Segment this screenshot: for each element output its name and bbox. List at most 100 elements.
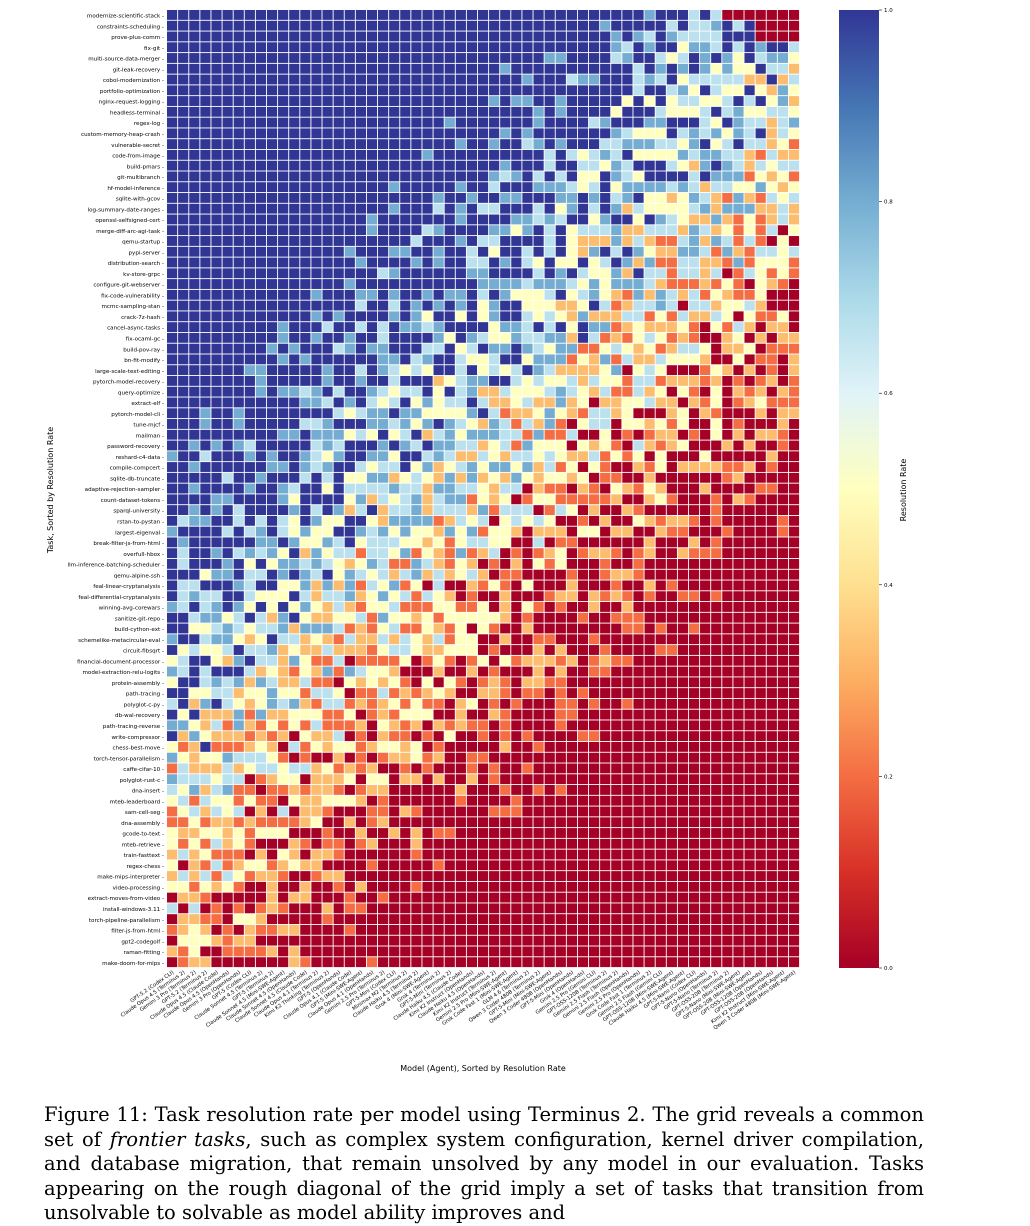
heatmap-cell [333, 795, 344, 806]
heatmap-cell [522, 311, 533, 322]
heatmap-cell [389, 591, 400, 602]
heatmap-cell [255, 74, 267, 85]
heatmap-cell [400, 860, 411, 871]
heatmap-cell [744, 795, 755, 806]
heatmap-cell [611, 332, 622, 343]
heatmap-cell [389, 515, 400, 526]
heatmap-cell [278, 268, 289, 279]
heatmap-cell [278, 871, 289, 881]
heatmap-cell [489, 860, 500, 871]
heatmap-cell [411, 817, 422, 828]
heatmap-cell [477, 806, 489, 817]
heatmap-cell [333, 580, 344, 591]
heatmap-cell [600, 31, 611, 42]
heatmap-cell [688, 655, 700, 666]
heatmap-cell [477, 429, 489, 440]
heatmap-cell [389, 548, 400, 559]
heatmap-cell [589, 903, 600, 914]
heatmap-cell [344, 741, 355, 752]
heatmap-cell [366, 741, 378, 752]
heatmap-cell [577, 139, 589, 150]
heatmap-cell [611, 236, 622, 246]
heatmap-cell [366, 591, 378, 602]
heatmap-cell [722, 591, 733, 602]
heatmap-cell [522, 763, 533, 774]
heatmap-cell [533, 386, 544, 397]
heatmap-cell [178, 591, 189, 602]
heatmap-cell [200, 375, 211, 386]
heatmap-cell [366, 343, 378, 354]
heatmap-cell [533, 591, 544, 602]
heatmap-cell [233, 795, 244, 806]
heatmap-cell [644, 160, 655, 171]
heatmap-cell [611, 731, 622, 742]
heatmap-cell [777, 386, 788, 397]
heatmap-cell [500, 914, 511, 925]
heatmap-cell [189, 892, 200, 903]
heatmap-cell [577, 214, 589, 225]
heatmap-cell [477, 903, 489, 914]
heatmap-cell [733, 548, 744, 559]
heatmap-cell [622, 182, 633, 193]
heatmap-cell [566, 74, 577, 85]
heatmap-cell [244, 117, 255, 128]
heatmap-cell [178, 106, 189, 117]
heatmap-cell [244, 289, 255, 300]
heatmap-cell [289, 634, 300, 645]
heatmap-cell [644, 289, 655, 300]
heatmap-cell [533, 526, 544, 537]
heatmap-cell [755, 698, 766, 709]
heatmap-cell [611, 74, 622, 85]
heatmap-cell [477, 688, 489, 698]
heatmap-cell [577, 709, 589, 720]
heatmap-cell [455, 451, 466, 462]
heatmap-cell [278, 785, 289, 795]
heatmap-cell [766, 698, 777, 709]
heatmap-cell [733, 741, 744, 752]
heatmap-cell [500, 462, 511, 472]
heatmap-cell [733, 139, 744, 150]
heatmap-cell [200, 322, 211, 333]
heatmap-cell [222, 311, 233, 322]
heatmap-cell [322, 171, 333, 182]
heatmap-cell [677, 10, 689, 20]
heatmap-cell [633, 860, 644, 871]
heatmap-cell [400, 257, 411, 268]
heatmap-cell [755, 731, 766, 742]
heatmap-cell [366, 236, 378, 246]
heatmap-cell [522, 386, 533, 397]
heatmap-cell [466, 462, 478, 472]
heatmap-cell [200, 720, 211, 731]
heatmap-cell [455, 375, 466, 386]
heatmap-cell [533, 903, 544, 914]
heatmap-cell [300, 795, 311, 806]
heatmap-cell [289, 85, 300, 96]
heatmap-cell [533, 149, 544, 160]
heatmap-cell [500, 645, 511, 655]
heatmap-cell [511, 548, 522, 559]
heatmap-cell [389, 236, 400, 246]
heatmap-cell [633, 505, 644, 516]
heatmap-cell [655, 160, 666, 171]
heatmap-cell [711, 279, 722, 289]
heatmap-cell [566, 795, 577, 806]
heatmap-cell [566, 300, 577, 311]
heatmap-cell [500, 806, 511, 817]
heatmap-cell [755, 806, 766, 817]
heatmap-cell [500, 20, 511, 31]
heatmap-cell [444, 935, 455, 946]
heatmap-cell [266, 128, 278, 139]
heatmap-cell [644, 440, 655, 451]
heatmap-cell [544, 806, 555, 817]
heatmap-cell [167, 354, 178, 365]
heatmap-cell [788, 365, 800, 376]
heatmap-cell [655, 785, 666, 795]
heatmap-cell [200, 838, 211, 849]
heatmap-cell [600, 871, 611, 881]
heatmap-cell [244, 515, 255, 526]
heatmap-cell [278, 655, 289, 666]
heatmap-cell [766, 537, 777, 548]
heatmap-cell [300, 117, 311, 128]
heatmap-cell [533, 655, 544, 666]
heatmap-cell [422, 483, 433, 494]
